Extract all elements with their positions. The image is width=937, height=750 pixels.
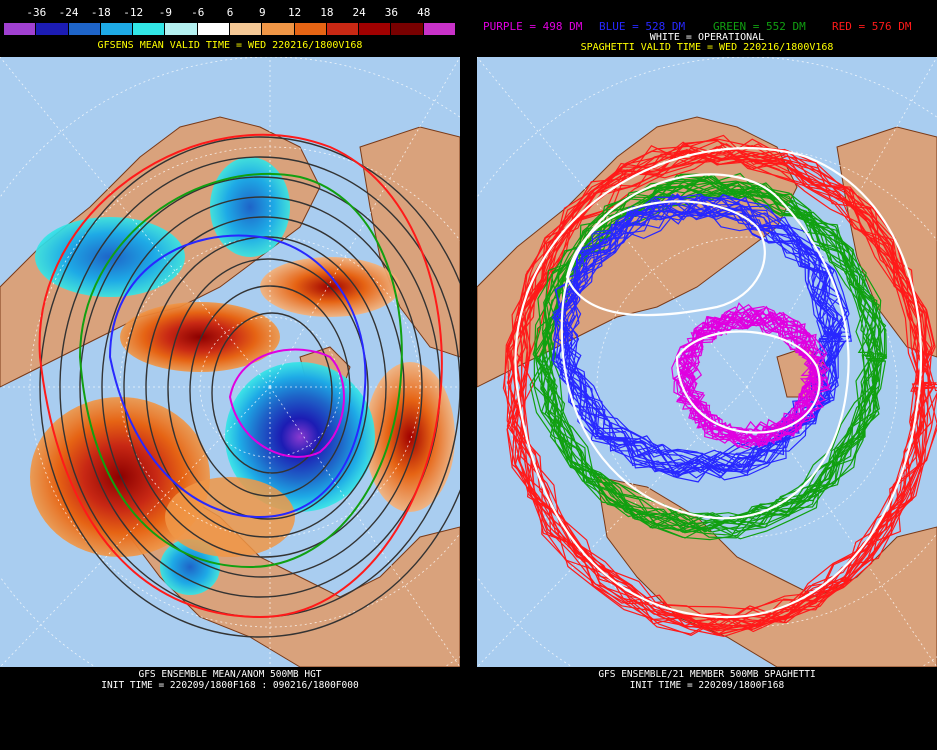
legend-red: RED = 576 DM — [832, 20, 912, 33]
colorbar-tick-label: -12 — [123, 6, 144, 19]
colorbar-tick-label: 12 — [287, 6, 302, 19]
ensemble-member-contour — [543, 180, 872, 533]
colorbar-swatch — [100, 23, 134, 35]
colorbar-tick-label: -6 — [191, 6, 205, 19]
spaghetti-map — [477, 57, 937, 667]
ensemble-member-contour — [671, 310, 817, 443]
legend-green: GREEN = 552 DM — [713, 20, 806, 33]
ensemble-member-contour — [518, 151, 934, 635]
ensemble-member-contour — [678, 305, 822, 433]
panel-divider — [460, 0, 477, 750]
ensemble-member-contour — [562, 205, 839, 474]
ensemble-member-contour — [534, 173, 882, 524]
legend-blue: BLUE = 528 DM — [599, 20, 686, 33]
spaghetti-panel: PURPLE = 498 DM BLUE = 528 DM GREEN = 55… — [477, 0, 937, 750]
ensemble-member-contour — [552, 210, 846, 483]
ensemble-member-contour — [682, 307, 819, 448]
ensemble-member-contour — [506, 146, 937, 631]
colorbar-tick-label: 18 — [320, 6, 334, 19]
ensemble-member-contour — [544, 181, 883, 541]
colorbar-swatch — [133, 23, 166, 35]
ensemble-member-contour — [533, 178, 884, 532]
ensemble-member-contour — [565, 198, 849, 473]
colorbar-swatch — [359, 23, 392, 35]
colorbar-swatch — [197, 23, 230, 35]
colorbar-tick-label: -18 — [90, 6, 111, 19]
spaghetti-valid-time-title: SPAGHETTI VALID TIME = WED 220216/1800V1… — [580, 42, 834, 53]
mean-footer-line1: GFS ENSEMBLE MEAN/ANOM 500MB HGT — [138, 669, 322, 680]
ensemble-member-contour — [509, 154, 937, 638]
spaghetti-footer-line1: GFS ENSEMBLE/21 MEMBER 500MB SPAGHETTI — [598, 669, 816, 680]
colorbar-tick-label: 24 — [352, 6, 366, 19]
colorbar-swatch — [165, 23, 198, 35]
anomaly-colorbar: -36 -24 -18 -12 -9 -6 6 9 12 18 24 36 48 — [4, 6, 456, 36]
mean-valid-time-title: GFSENS MEAN VALID TIME = WED 220216/1800… — [97, 40, 363, 51]
colorbar-tick-label: -24 — [58, 6, 79, 19]
colorbar-tick-label: -9 — [158, 6, 173, 19]
ensemble-member-contour — [512, 143, 937, 628]
colorbar-tick-label: 9 — [258, 6, 266, 19]
legend-purple: PURPLE = 498 DM — [483, 20, 583, 33]
operational-label: WHITE = OPERATIONAL — [649, 32, 765, 43]
colorbar-swatch — [326, 23, 360, 35]
ensemble-member-contour — [563, 195, 845, 474]
colorbar-tick-label: 6 — [226, 6, 234, 19]
ensemble-member-contour — [675, 310, 826, 440]
colorbar-swatch — [229, 23, 263, 35]
ensemble-member-contour — [552, 194, 839, 479]
colorbar-swatch — [36, 23, 69, 35]
colorbar-swatch — [262, 23, 295, 35]
colorbar-tick-label: 36 — [384, 6, 399, 19]
ensemble-member-contour — [681, 305, 828, 446]
colorbar-swatch — [423, 23, 456, 35]
contour-legend: PURPLE = 498 DM BLUE = 528 DM GREEN = 55… — [477, 20, 937, 34]
colorbar-swatch — [391, 23, 424, 35]
colorbar-swatches — [4, 23, 456, 35]
ensemble-mean-map — [0, 57, 460, 667]
colorbar-tick-label: 48 — [417, 6, 431, 19]
colorbar-tick-label: -36 — [26, 6, 47, 19]
colorbar-swatch — [68, 23, 101, 35]
mean-footer-line2: INIT TIME = 220209/1800F168 : 090216/180… — [101, 680, 359, 691]
ensemble-mean-panel: -36 -24 -18 -12 -9 -6 6 9 12 18 24 36 48 GFSENS MEAN… — [0, 0, 460, 750]
colorbar-labels: -36 -24 -18 -12 -9 -6 6 9 12 18 24 36 48 — [4, 6, 456, 20]
colorbar-swatch — [4, 23, 37, 35]
spaghetti-footer-line2: INIT TIME = 220209/1800F168 — [629, 680, 785, 691]
colorbar-swatch — [294, 23, 327, 35]
ensemble-member-contour — [688, 306, 831, 443]
